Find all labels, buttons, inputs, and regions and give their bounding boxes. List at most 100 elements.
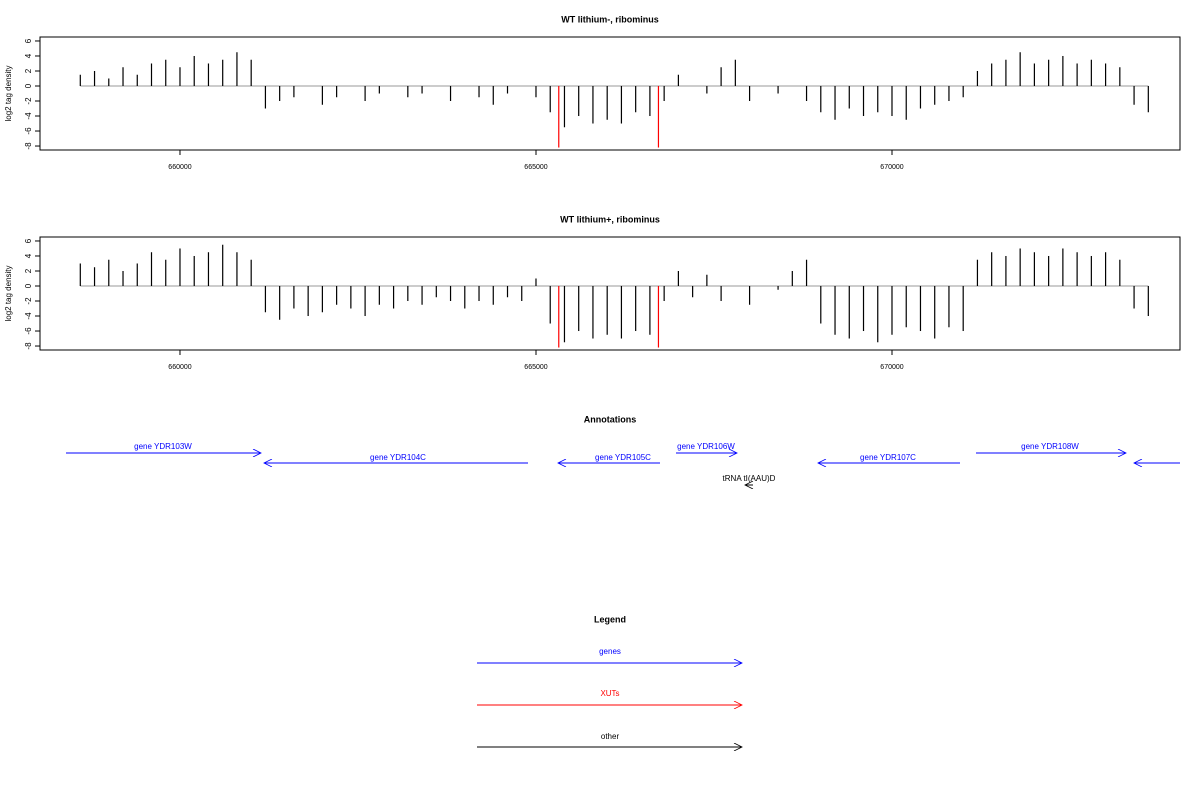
bar: [407, 285, 409, 302]
bar: [558, 285, 560, 348]
y-tick-label: -4: [24, 112, 33, 120]
bar: [891, 285, 893, 335]
bar: [421, 85, 423, 94]
bar: [236, 52, 238, 86]
bar: [336, 85, 338, 98]
bar: [663, 85, 665, 102]
bar: [449, 285, 452, 302]
y-tick-label: -4: [24, 312, 33, 320]
y-tick-label: 0: [24, 83, 33, 88]
bar: [279, 285, 281, 320]
bar: [862, 85, 865, 117]
bar: [962, 285, 964, 332]
bar: [165, 259, 167, 286]
bar: [364, 285, 366, 317]
bar: [934, 285, 936, 339]
bar: [435, 285, 437, 298]
bar: [720, 285, 722, 302]
bar: [948, 285, 950, 328]
bar: [649, 285, 651, 335]
bar: [1076, 63, 1078, 86]
bar: [165, 59, 167, 86]
bar: [108, 259, 110, 286]
y-tick-label: -6: [24, 127, 33, 135]
bar: [677, 270, 679, 286]
bar: [1019, 52, 1021, 86]
bar: [492, 85, 494, 105]
bar: [79, 74, 81, 86]
bar: [1119, 259, 1121, 286]
bar: [905, 285, 907, 328]
bar: [991, 63, 993, 86]
chart: WT lithium-, ribominus log2 tag density -8…: [4, 14, 1181, 171]
x-tick-label: 665000: [524, 164, 547, 171]
bar: [657, 85, 660, 148]
bar: [1076, 252, 1078, 286]
bar: [592, 85, 594, 124]
bar: [207, 63, 210, 86]
bar: [948, 85, 950, 102]
bar: [264, 285, 267, 313]
chart-title: WT lithium-, ribominus: [561, 14, 659, 24]
bar: [222, 244, 224, 286]
y-axis-label: log2 tag density: [4, 65, 13, 121]
bar: [1119, 67, 1121, 86]
bar: [122, 270, 124, 286]
bar: [264, 85, 267, 109]
bar: [649, 85, 651, 117]
bar: [535, 85, 537, 98]
bar: [677, 74, 679, 86]
legend-label: XUTs: [600, 689, 619, 698]
bar: [877, 85, 879, 113]
annotations-title: Annotations: [584, 414, 637, 424]
bar: [193, 55, 195, 86]
bar: [506, 285, 509, 298]
bar: [635, 85, 637, 113]
x-tick-label: 670000: [880, 164, 903, 171]
bar: [150, 63, 153, 86]
trna-label: tRNA tI(AAU)D: [723, 474, 776, 483]
y-tick-label: 4: [24, 253, 33, 258]
bar: [877, 285, 879, 343]
bar: [848, 85, 850, 109]
bar: [734, 59, 736, 86]
bar: [336, 285, 338, 305]
legend: Legend genes XUTs other: [477, 614, 742, 747]
bar: [1033, 252, 1035, 286]
y-tick-label: 0: [24, 283, 33, 288]
bar: [620, 85, 623, 124]
bar: [236, 252, 238, 286]
bar: [464, 285, 466, 309]
y-tick-label: -2: [24, 97, 33, 105]
bar: [834, 285, 836, 335]
gene-label: gene YDR104C: [370, 453, 426, 462]
plot-frame: [39, 36, 1181, 151]
bar: [179, 67, 181, 86]
bar: [834, 85, 836, 120]
gene-label: gene YDR108W: [1021, 442, 1079, 451]
bar: [606, 85, 608, 120]
bar: [848, 285, 850, 339]
bar: [279, 85, 281, 102]
bar: [934, 85, 936, 105]
bar: [1005, 255, 1007, 286]
bar: [791, 270, 793, 286]
bar: [976, 259, 979, 286]
y-tick-label: 6: [24, 38, 33, 43]
x-tick-label: 670000: [880, 364, 903, 371]
bar: [1104, 252, 1107, 286]
bar: [1048, 59, 1050, 86]
bar: [506, 85, 509, 94]
bar: [250, 259, 252, 286]
y-axis-label: log2 tag density: [4, 265, 13, 321]
bar: [805, 85, 808, 102]
y-tick-label: -8: [24, 342, 33, 350]
bar: [1090, 59, 1092, 86]
bar: [748, 285, 751, 305]
bar: [293, 85, 295, 98]
gene-label: gene YDR107C: [860, 453, 916, 462]
bar: [136, 263, 138, 286]
y-tick-label: -6: [24, 327, 33, 335]
bar: [321, 285, 323, 313]
